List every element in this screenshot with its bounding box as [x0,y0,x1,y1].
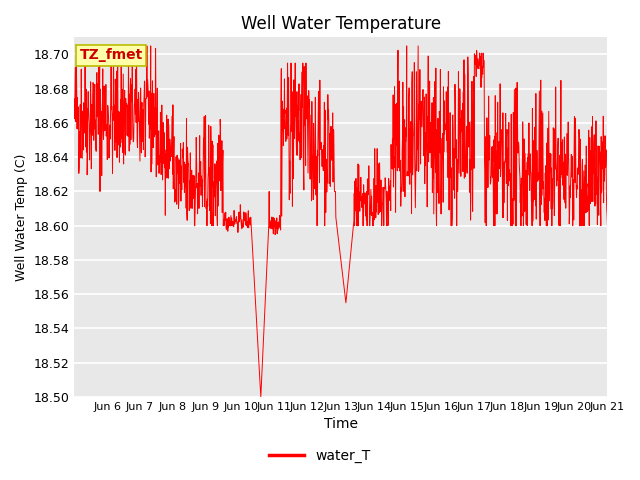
Text: TZ_fmet: TZ_fmet [79,48,143,62]
Title: Well Water Temperature: Well Water Temperature [241,15,441,33]
water_T [604,223,611,228]
X-axis label: Time: Time [324,418,358,432]
Line: water_T: water_T [74,46,607,397]
water_T [154,148,162,154]
water_T [545,156,553,161]
water_T [467,129,475,134]
water_T [317,140,325,145]
water_T [70,96,78,102]
water_T [328,157,335,163]
water_T [109,43,117,49]
Y-axis label: Well Water Temp (C): Well Water Temp (C) [15,154,28,281]
Legend: water_T: water_T [264,443,376,468]
water_T [597,134,605,140]
water_T [257,394,265,400]
